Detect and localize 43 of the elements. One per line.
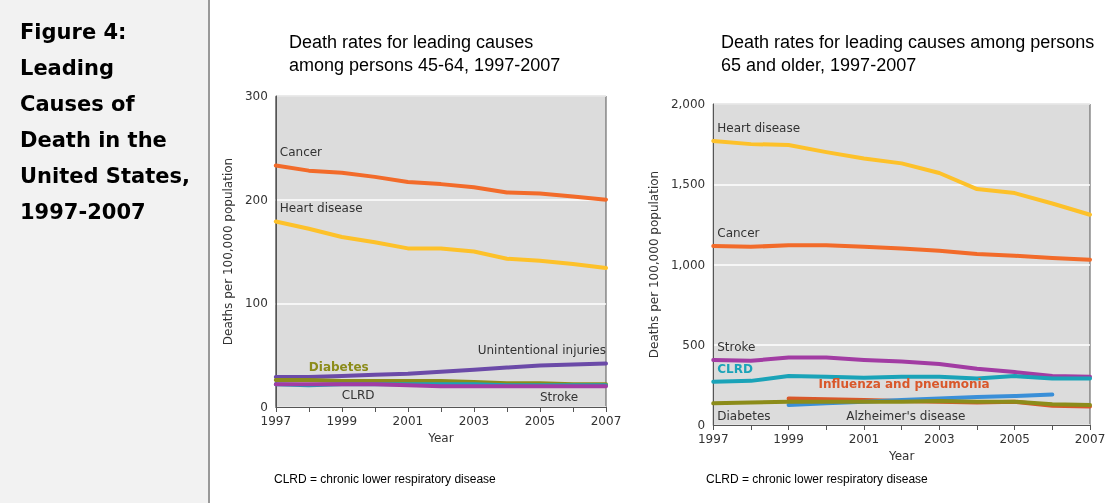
y-tick-label: 0	[260, 400, 268, 414]
text: CLRD = chronic lower respiratory disease	[706, 472, 929, 486]
x-tick-label: 1997	[260, 414, 292, 428]
x-tick-label: 2007	[590, 414, 622, 428]
x-tick-label: 1999	[773, 432, 804, 446]
series-label: CLRD	[341, 388, 375, 403]
y-tick-label: 500	[682, 337, 706, 352]
series-label: Stroke	[717, 340, 756, 354]
series-label: Diabetes	[717, 409, 771, 424]
series-label: Heart disease	[279, 201, 363, 216]
x-tick-label: 2005	[524, 414, 556, 428]
series-label: Influenza and pneumonia	[818, 376, 990, 391]
series-label: Stroke	[539, 390, 579, 405]
text: Figure 4: Leading Causes of Death in the United States, 1997-2007	[0, 0, 210, 503]
y-axis-title: Deaths per 100,000 population	[647, 170, 661, 359]
text: CLRD = chronic lower respiratory disease	[274, 472, 497, 486]
y-tick-label: 300	[244, 89, 268, 103]
y-tick-label: 100	[244, 296, 268, 311]
series-label: Diabetes	[308, 360, 369, 375]
chart-title: Death rates for leading causes among persons 65 and older, 1997-2007	[721, 31, 1100, 75]
series-label: Unintentional injuries	[477, 343, 606, 358]
x-tick-label: 1997	[697, 432, 729, 446]
y-axis-title: Deaths per 100,000 population	[221, 157, 235, 346]
series-label: Alzheimer's disease	[846, 409, 966, 424]
y-tick-label: 2,000	[670, 97, 706, 111]
series-label: CLRD	[717, 361, 753, 376]
x-axis-title: Year	[427, 430, 454, 445]
x-tick-label: 1999	[326, 414, 358, 428]
series-label: Cancer	[717, 226, 760, 241]
y-tick-label: 1,500	[670, 177, 706, 192]
chart-title: Death rates for leading causes among persons 45-64, 1997-2007	[289, 31, 561, 75]
x-tick-label: 2001	[848, 432, 880, 446]
x-axis-title: Year	[887, 448, 915, 463]
series-label: Heart disease	[717, 120, 801, 135]
series-label: Cancer	[279, 145, 323, 160]
x-tick-label: 2005	[999, 432, 1030, 446]
y-tick-label: 200	[244, 192, 268, 207]
x-tick-label: 2007	[1074, 432, 1106, 446]
x-tick-label: 2001	[392, 414, 424, 428]
x-tick-label: 2003	[458, 414, 490, 428]
x-tick-label: 2003	[924, 432, 955, 446]
y-tick-label: 1,000	[670, 257, 706, 272]
y-tick-label: 0	[697, 418, 706, 432]
